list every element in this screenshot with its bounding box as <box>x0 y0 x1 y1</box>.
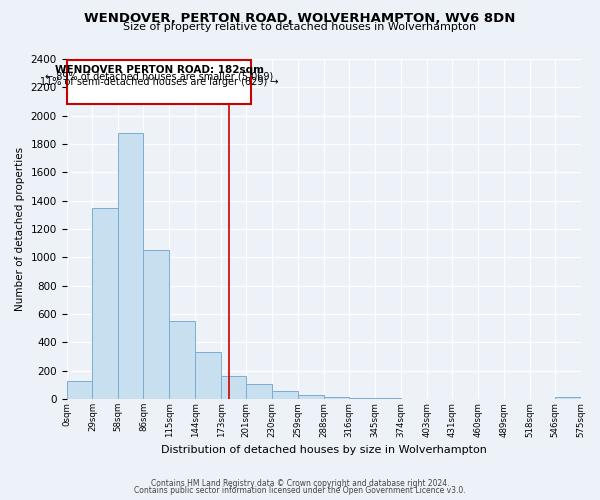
Bar <box>67 382 92 399</box>
Bar <box>375 398 401 399</box>
Bar <box>272 390 298 399</box>
Y-axis label: Number of detached properties: Number of detached properties <box>15 147 25 311</box>
Text: Contains HM Land Registry data © Crown copyright and database right 2024.: Contains HM Land Registry data © Crown c… <box>151 478 449 488</box>
Bar <box>118 132 143 399</box>
Bar <box>143 250 169 399</box>
Text: WENDOVER, PERTON ROAD, WOLVERHAMPTON, WV6 8DN: WENDOVER, PERTON ROAD, WOLVERHAMPTON, WV… <box>85 12 515 26</box>
Bar <box>298 395 324 399</box>
Text: 11% of semi-detached houses are larger (629) →: 11% of semi-detached houses are larger (… <box>40 78 278 88</box>
Bar <box>246 384 272 399</box>
Text: WENDOVER PERTON ROAD: 182sqm: WENDOVER PERTON ROAD: 182sqm <box>55 64 263 74</box>
Text: Size of property relative to detached houses in Wolverhampton: Size of property relative to detached ho… <box>124 22 476 32</box>
Bar <box>92 208 118 399</box>
Text: ← 89% of detached houses are smaller (5,069): ← 89% of detached houses are smaller (5,… <box>45 72 273 82</box>
Bar <box>67 60 251 104</box>
Bar <box>324 397 349 399</box>
Bar <box>349 398 375 399</box>
Text: Contains public sector information licensed under the Open Government Licence v3: Contains public sector information licen… <box>134 486 466 495</box>
Bar <box>169 321 195 399</box>
Bar <box>195 352 221 399</box>
Bar <box>554 397 581 399</box>
X-axis label: Distribution of detached houses by size in Wolverhampton: Distribution of detached houses by size … <box>161 445 487 455</box>
Bar <box>221 376 246 399</box>
